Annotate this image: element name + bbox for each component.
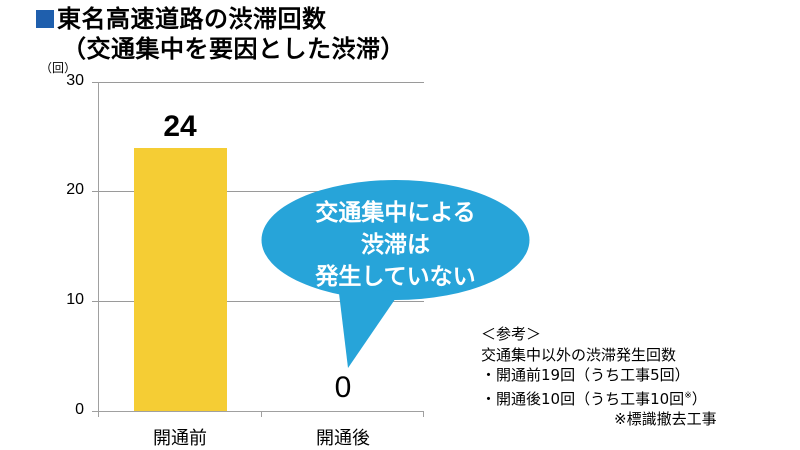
reference-note: ＜参考＞ 交通集中以外の渋滞発生回数 ・開通前19回（うち工事5回） ・開通後1… <box>481 324 717 430</box>
title-line-2: （交通集中を要因とした渋滞） <box>62 35 405 63</box>
gridline-10 <box>92 301 424 302</box>
bar-before-opening <box>134 148 227 411</box>
x-axis-tick <box>98 411 99 417</box>
title-line-1: 東名高速道路の渋滞回数 <box>57 5 327 33</box>
x-label-after: 開通後 <box>316 428 370 449</box>
callout-line-1: 交通集中による <box>315 200 476 226</box>
bar-value-after: 0 <box>334 371 352 404</box>
y-tick-10: 10 <box>66 291 84 308</box>
callout-line-3: 発生していない <box>315 264 476 290</box>
reference-subtitle: 交通集中以外の渋滞発生回数 <box>481 345 677 364</box>
y-axis-unit-label: （回） <box>40 61 77 75</box>
y-tick-30: 30 <box>66 72 84 89</box>
gridline-20 <box>92 191 424 192</box>
y-axis-line <box>98 82 99 412</box>
bar-value-before: 24 <box>163 110 197 143</box>
reference-item-after: ・開通後10回（うち工事10回※） <box>481 389 707 408</box>
x-axis-tick <box>423 411 424 417</box>
reference-heading: ＜参考＞ <box>481 325 542 343</box>
x-axis-line <box>92 411 424 412</box>
reference-item-before: ・開通前19回（うち工事5回） <box>481 366 690 384</box>
x-label-before: 開通前 <box>153 428 207 449</box>
y-tick-0: 0 <box>75 401 84 418</box>
callout-text: 交通集中による 渋滞は 発生していない <box>262 197 529 293</box>
reference-footnote: ※標識撤去工事 <box>614 410 717 428</box>
title-square-marker-icon <box>36 10 54 28</box>
x-axis-tick <box>261 411 262 417</box>
y-tick-20: 20 <box>66 181 84 198</box>
callout-line-2: 渋滞は <box>361 232 430 258</box>
footnote-mark: ※ <box>684 390 692 401</box>
chart-title: 東名高速道路の渋滞回数 （交通集中を要因とした渋滞） <box>36 4 405 64</box>
gridline-30 <box>92 82 424 83</box>
